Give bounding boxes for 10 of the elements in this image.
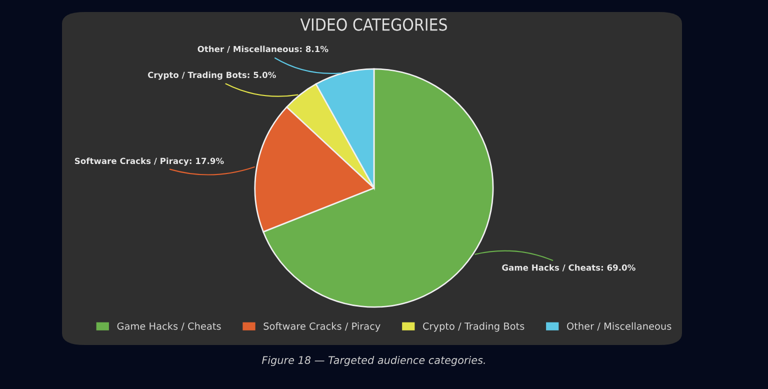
data-label: Other / Miscellaneous: 8.1% bbox=[198, 46, 328, 53]
data-label: Software Cracks / Piracy: 17.9% bbox=[74, 158, 224, 166]
legend-label: Software Cracks / Piracy bbox=[264, 322, 380, 332]
legend-label: Other / Miscellaneous bbox=[567, 322, 672, 331]
legend-label: Game Hacks / Cheats bbox=[117, 322, 221, 331]
legend-label: Crypto / Trading Bots bbox=[423, 322, 524, 332]
caption: Figure 18 — Targeted audience categories. bbox=[262, 356, 485, 366]
chart-title: VIDEO CATEGORIES bbox=[300, 18, 447, 31]
data-label: Game Hacks / Cheats: 69.0% bbox=[502, 264, 636, 272]
data-label: Crypto / Trading Bots: 5.0% bbox=[148, 72, 276, 80]
